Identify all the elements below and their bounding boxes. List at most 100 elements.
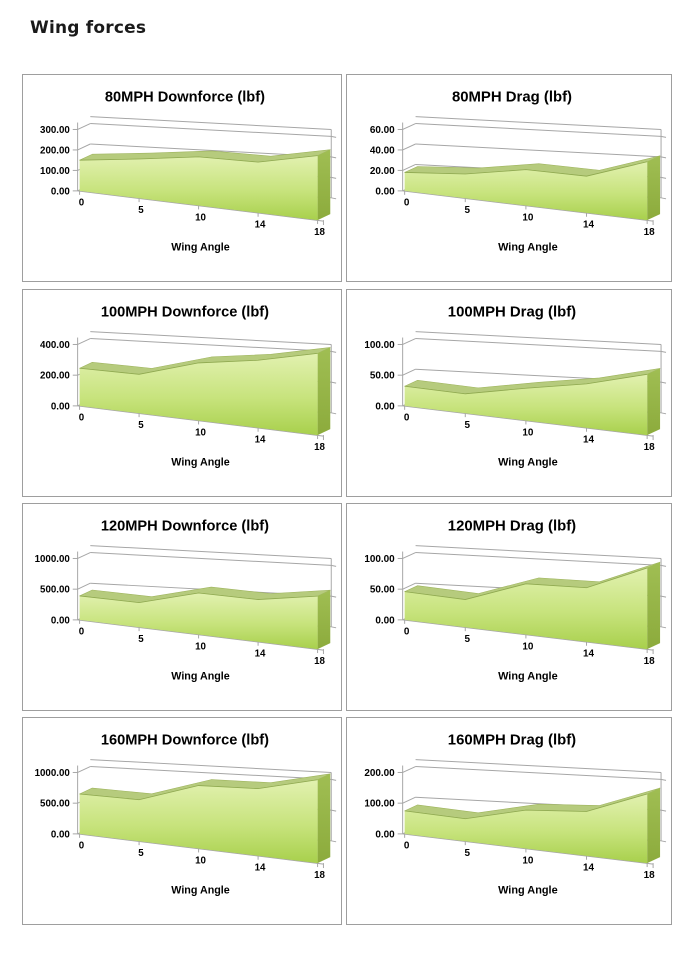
svg-text:100.00: 100.00 (364, 799, 395, 810)
svg-text:5: 5 (138, 205, 144, 216)
svg-text:14: 14 (255, 863, 266, 874)
svg-text:0: 0 (79, 627, 85, 638)
chart-80mph-drag[interactable]: 80MPH Drag (lbf) 0.00 20.00 40.00 60.00 0 5 10 1… (346, 74, 672, 282)
svg-text:80MPH Downforce (lbf): 80MPH Downforce (lbf) (105, 90, 265, 106)
svg-text:100MPH Downforce (lbf): 100MPH Downforce (lbf) (101, 305, 269, 321)
svg-text:18: 18 (644, 227, 656, 238)
svg-text:10: 10 (195, 855, 206, 866)
svg-text:100.00: 100.00 (364, 554, 395, 565)
svg-text:20.00: 20.00 (370, 166, 395, 177)
chart-100mph-downforce-canvas: 100MPH Downforce (lbf) 0.00 200.00 400.00 0 5… (40, 305, 337, 468)
svg-text:0.00: 0.00 (375, 615, 395, 626)
svg-text:5: 5 (138, 634, 144, 645)
chart-120mph-drag-canvas: 120MPH Drag (lbf) 0.00 50.00 100.00 0 5 10 14 18… (364, 519, 667, 682)
chart-80mph-downforce-canvas: 80MPH Downforce (lbf) 0.00 100.00 200.00 300… (40, 90, 337, 253)
svg-text:10: 10 (522, 212, 534, 223)
svg-text:5: 5 (464, 205, 470, 216)
chart-80mph-downforce[interactable]: 80MPH Downforce (lbf) 0.00 100.00 200.00 300… (22, 74, 342, 282)
svg-text:0.00: 0.00 (375, 186, 395, 197)
svg-text:200.00: 200.00 (40, 145, 70, 156)
svg-text:5: 5 (464, 420, 470, 431)
svg-text:18: 18 (644, 656, 656, 667)
svg-text:14: 14 (583, 649, 595, 660)
chart-160mph-drag-canvas: 160MPH Drag (lbf) 0.00 100.00 200.00 0 5 10 14 1… (364, 733, 667, 896)
svg-text:Wing Angle: Wing Angle (171, 670, 229, 682)
svg-text:10: 10 (522, 855, 534, 866)
chart-120mph-downforce-canvas: 120MPH Downforce (lbf) 0.00 500.00 1000.00 0… (35, 519, 337, 682)
svg-text:100.00: 100.00 (40, 166, 70, 177)
svg-text:10: 10 (195, 212, 206, 223)
svg-text:120MPH Downforce (lbf): 120MPH Downforce (lbf) (101, 519, 269, 535)
page-title: Wing forces (30, 18, 147, 38)
svg-text:5: 5 (138, 848, 144, 859)
svg-text:10: 10 (195, 427, 206, 438)
svg-text:0.00: 0.00 (51, 186, 70, 197)
svg-text:0: 0 (404, 413, 410, 424)
svg-text:0.00: 0.00 (51, 615, 70, 626)
svg-text:0: 0 (404, 841, 410, 852)
chart-160mph-downforce-canvas: 160MPH Downforce (lbf) 0.00 500.00 1000.00 0… (35, 733, 337, 896)
chart-120mph-downforce[interactable]: 120MPH Downforce (lbf) 0.00 500.00 1000.00 0… (22, 503, 342, 711)
svg-text:0.00: 0.00 (375, 829, 395, 840)
svg-text:0: 0 (79, 841, 85, 852)
svg-text:120MPH Drag (lbf): 120MPH Drag (lbf) (448, 519, 576, 535)
svg-text:200.00: 200.00 (364, 768, 395, 779)
svg-text:50.00: 50.00 (370, 371, 395, 382)
svg-text:14: 14 (583, 220, 595, 231)
svg-text:0.00: 0.00 (51, 829, 70, 840)
svg-text:18: 18 (644, 442, 656, 453)
chart-160mph-downforce[interactable]: 160MPH Downforce (lbf) 0.00 500.00 1000.00 0… (22, 717, 342, 925)
svg-text:160MPH Drag (lbf): 160MPH Drag (lbf) (448, 733, 576, 749)
svg-text:18: 18 (314, 656, 325, 667)
svg-text:18: 18 (644, 870, 656, 881)
svg-text:0.00: 0.00 (375, 401, 395, 412)
svg-text:Wing Angle: Wing Angle (498, 456, 558, 468)
svg-text:14: 14 (583, 435, 595, 446)
svg-text:100MPH Drag (lbf): 100MPH Drag (lbf) (448, 305, 576, 321)
svg-text:200.00: 200.00 (40, 371, 70, 382)
svg-text:0: 0 (79, 413, 85, 424)
svg-text:0: 0 (404, 627, 410, 638)
svg-text:60.00: 60.00 (370, 125, 395, 136)
svg-text:10: 10 (522, 427, 534, 438)
svg-text:1000.00: 1000.00 (35, 554, 71, 565)
svg-text:18: 18 (314, 442, 325, 453)
svg-text:80MPH Drag (lbf): 80MPH Drag (lbf) (452, 90, 572, 106)
chart-160mph-drag[interactable]: 160MPH Drag (lbf) 0.00 100.00 200.00 0 5 10 14 1… (346, 717, 672, 925)
svg-text:500.00: 500.00 (40, 585, 70, 596)
svg-text:50.00: 50.00 (370, 585, 395, 596)
svg-text:14: 14 (255, 435, 266, 446)
svg-text:18: 18 (314, 870, 325, 881)
svg-text:18: 18 (314, 227, 325, 238)
svg-text:5: 5 (464, 634, 470, 645)
svg-text:40.00: 40.00 (370, 145, 395, 156)
svg-text:400.00: 400.00 (40, 340, 70, 351)
svg-text:5: 5 (464, 848, 470, 859)
svg-text:10: 10 (522, 641, 534, 652)
svg-text:Wing Angle: Wing Angle (498, 884, 558, 896)
svg-text:1000.00: 1000.00 (35, 768, 71, 779)
svg-text:Wing Angle: Wing Angle (171, 456, 229, 468)
chart-100mph-downforce[interactable]: 100MPH Downforce (lbf) 0.00 200.00 400.00 0 5… (22, 289, 342, 497)
svg-text:14: 14 (583, 863, 595, 874)
svg-text:14: 14 (255, 220, 266, 231)
svg-text:5: 5 (138, 420, 144, 431)
chart-100mph-drag[interactable]: 100MPH Drag (lbf) 0.00 50.00 100.00 0 5 10 14 18… (346, 289, 672, 497)
svg-text:0: 0 (404, 198, 410, 209)
svg-text:0.00: 0.00 (51, 401, 70, 412)
svg-text:14: 14 (255, 649, 266, 660)
chart-120mph-drag[interactable]: 120MPH Drag (lbf) 0.00 50.00 100.00 0 5 10 14 18… (346, 503, 672, 711)
svg-text:Wing Angle: Wing Angle (498, 241, 558, 253)
svg-text:10: 10 (195, 641, 206, 652)
svg-text:500.00: 500.00 (40, 799, 70, 810)
chart-80mph-drag-canvas: 80MPH Drag (lbf) 0.00 20.00 40.00 60.00 0 5 10 1… (370, 90, 667, 253)
svg-text:0: 0 (79, 198, 85, 209)
svg-text:Wing Angle: Wing Angle (171, 241, 229, 253)
svg-text:Wing Angle: Wing Angle (171, 884, 229, 896)
svg-text:160MPH Downforce (lbf): 160MPH Downforce (lbf) (101, 733, 269, 749)
svg-text:300.00: 300.00 (40, 125, 70, 136)
chart-100mph-drag-canvas: 100MPH Drag (lbf) 0.00 50.00 100.00 0 5 10 14 18… (364, 305, 667, 468)
svg-text:Wing Angle: Wing Angle (498, 670, 558, 682)
svg-text:100.00: 100.00 (364, 340, 395, 351)
